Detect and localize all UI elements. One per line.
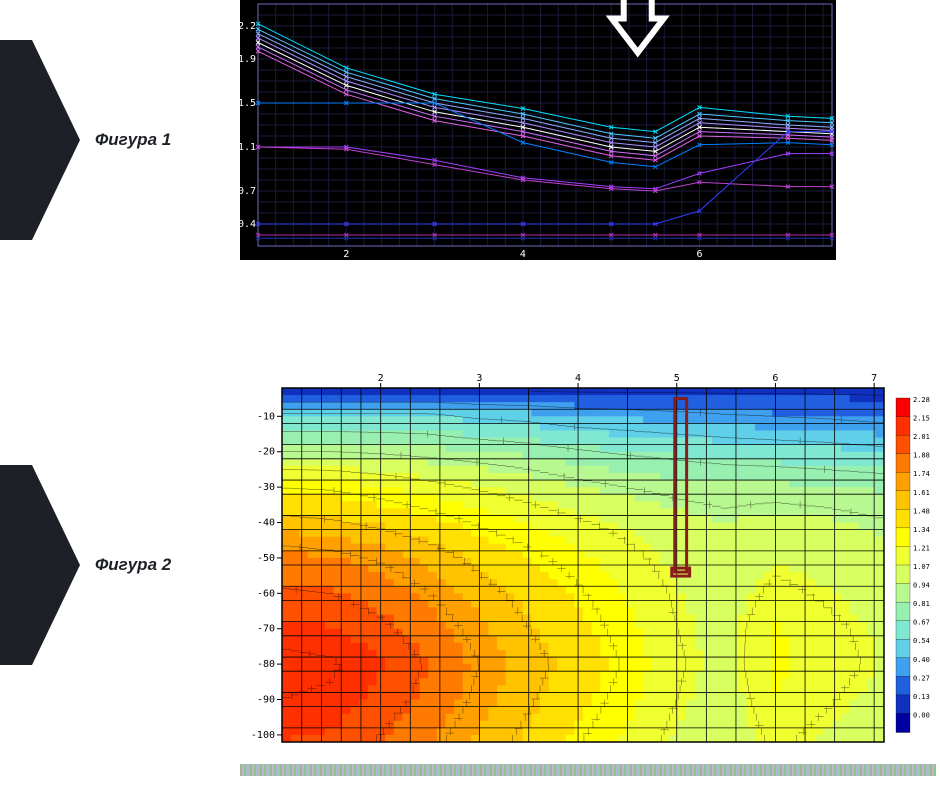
svg-text:0.81: 0.81 xyxy=(913,600,930,608)
svg-text:7: 7 xyxy=(871,373,877,384)
svg-text:1.9: 1.9 xyxy=(240,54,256,65)
svg-text:0.4: 0.4 xyxy=(240,219,256,230)
svg-text:-60: -60 xyxy=(257,588,275,599)
svg-text:-80: -80 xyxy=(257,659,275,670)
figure2-label: Фигура 2 xyxy=(95,555,171,575)
svg-text:1.21: 1.21 xyxy=(913,544,930,552)
svg-text:1.5: 1.5 xyxy=(240,98,256,109)
figure2-heatmap: 2 3 4 5 6 7 -10 -20 -30 -40 -50 -60 -70 -80 -90 -100 2.2… xyxy=(240,370,936,750)
svg-text:-100: -100 xyxy=(251,730,275,741)
svg-text:2: 2 xyxy=(378,373,384,384)
chevron-label-marker xyxy=(0,465,80,665)
noise-strip xyxy=(240,764,936,776)
svg-text:5: 5 xyxy=(674,373,680,384)
svg-text:-20: -20 xyxy=(257,447,275,458)
svg-text:1.34: 1.34 xyxy=(913,526,930,534)
svg-text:0.94: 0.94 xyxy=(913,582,930,590)
svg-text:-90: -90 xyxy=(257,695,275,706)
svg-text:4: 4 xyxy=(575,373,581,384)
svg-text:0.54: 0.54 xyxy=(913,637,930,645)
svg-text:2.01: 2.01 xyxy=(913,433,930,441)
svg-text:0.27: 0.27 xyxy=(913,674,930,682)
svg-text:1.74: 1.74 xyxy=(913,470,930,478)
svg-text:1.48: 1.48 xyxy=(913,507,930,515)
svg-text:2.15: 2.15 xyxy=(913,415,930,423)
svg-text:2.28: 2.28 xyxy=(913,396,930,404)
svg-text:0.13: 0.13 xyxy=(913,693,930,701)
svg-text:4: 4 xyxy=(520,249,526,260)
svg-text:2.2: 2.2 xyxy=(240,21,256,32)
svg-text:6: 6 xyxy=(697,249,703,260)
svg-text:-70: -70 xyxy=(257,624,275,635)
svg-text:1.07: 1.07 xyxy=(913,563,930,571)
svg-text:-50: -50 xyxy=(257,553,275,564)
svg-text:0.40: 0.40 xyxy=(913,656,930,664)
figure1-chart: 0.4 0.7 1.1 1.5 1.9 2.2 2 4 6 xyxy=(240,0,836,260)
chevron-label-marker xyxy=(0,40,80,240)
svg-text:1.61: 1.61 xyxy=(913,489,930,497)
figure1-label: Фигура 1 xyxy=(95,130,171,150)
svg-text:0.67: 0.67 xyxy=(913,619,930,627)
svg-text:2: 2 xyxy=(343,249,349,260)
svg-text:-10: -10 xyxy=(257,411,275,422)
svg-text:1.88: 1.88 xyxy=(913,452,930,460)
svg-text:1.1: 1.1 xyxy=(240,142,256,153)
svg-text:-30: -30 xyxy=(257,482,275,493)
svg-text:0.00: 0.00 xyxy=(913,711,930,719)
svg-text:6: 6 xyxy=(772,373,778,384)
svg-text:0.7: 0.7 xyxy=(240,186,256,197)
svg-text:-40: -40 xyxy=(257,518,275,529)
svg-text:3: 3 xyxy=(476,373,482,384)
